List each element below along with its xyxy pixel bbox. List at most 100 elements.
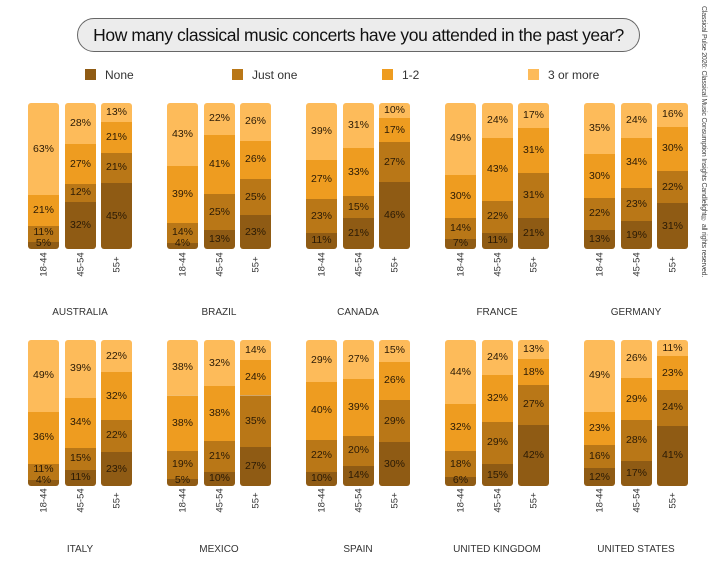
data-label: 18% (449, 457, 471, 470)
bar-segment-1-2 (621, 137, 652, 188)
bar-segment-just-one (306, 198, 337, 233)
legend-swatch (528, 69, 539, 80)
data-label: 11% (487, 234, 508, 247)
data-label: 49% (588, 369, 610, 382)
bar-segment-1-2 (584, 153, 615, 198)
age-tick-label: 45-54 (75, 488, 86, 513)
age-tick-label: 55+ (667, 256, 678, 273)
age-tick-label: 18-44 (455, 488, 466, 513)
bar-segment-3-or-more (240, 103, 271, 141)
data-label: 31% (522, 143, 544, 156)
data-label: 63% (32, 142, 54, 155)
stacked-bar: 46% 27% 17% 10% (379, 103, 410, 249)
bar-segment-3-or-more (445, 103, 476, 175)
data-label: 42% (522, 448, 544, 461)
bar-segment-none (379, 441, 410, 486)
data-label: 25% (244, 190, 266, 203)
country-label: SPAIN (343, 544, 373, 555)
data-label: 10% (383, 103, 405, 116)
data-label: 27% (347, 353, 369, 366)
data-label: 39% (310, 124, 332, 137)
data-label: 27% (383, 155, 405, 168)
bar-segment-3-or-more (204, 103, 235, 135)
bar-segment-1-2 (204, 385, 235, 442)
legend-label: Just one (252, 68, 298, 82)
data-label: 21% (347, 227, 369, 240)
data-label: 43% (171, 127, 193, 140)
data-label: 24% (661, 401, 683, 414)
data-label: 15% (486, 468, 508, 481)
data-label: 21% (105, 161, 127, 174)
age-tick-label: 18-44 (316, 252, 327, 277)
data-label: 24% (486, 351, 508, 364)
bar-segment-3-or-more (657, 103, 688, 127)
data-label: 20% (347, 444, 369, 457)
bar-segment-3-or-more (445, 340, 476, 405)
legend-label: 1-2 (402, 68, 420, 82)
data-label: 15% (69, 452, 91, 465)
data-label: 11% (311, 234, 332, 247)
data-label: 33% (347, 165, 369, 178)
data-label: 11% (33, 225, 54, 238)
age-tick-label: 18-44 (177, 252, 188, 277)
bar-segment-3-or-more (343, 103, 374, 149)
data-label: 19% (171, 458, 193, 471)
data-label: 26% (383, 374, 405, 387)
bar-segment-just-one (101, 151, 132, 184)
data-label: 36% (32, 431, 54, 444)
bar-segment-just-one (379, 141, 410, 182)
stacked-bar: 10% 22% 40% 29% (306, 340, 337, 486)
stacked-bar: 6% 18% 32% 44% (445, 340, 476, 486)
stacked-bar: 11% 23% 27% 39% (306, 103, 337, 249)
stacked-bar: 10% 21% 38% 32% (204, 340, 235, 486)
age-tick-label: 18-44 (38, 252, 49, 277)
bar-segment-1-2 (379, 116, 410, 143)
data-label: 22% (486, 210, 508, 223)
age-tick-label: 45-54 (492, 252, 503, 277)
data-label: 23% (244, 225, 266, 238)
legend-item-3-or-more: 3 or more (528, 68, 599, 82)
data-label: 39% (347, 401, 369, 414)
age-tick-label: 45-54 (353, 488, 364, 513)
bar-segment-3-or-more (101, 103, 132, 122)
data-label: 4% (174, 237, 191, 249)
bar-segment-3-or-more (204, 340, 235, 387)
bar-segment-1-2 (482, 137, 513, 201)
data-label: 38% (208, 407, 230, 420)
data-label: 13% (588, 233, 610, 246)
data-label: 31% (661, 219, 683, 232)
bar-segment-3-or-more (518, 103, 549, 128)
stacked-bar: 13% 25% 41% 22% (204, 103, 235, 249)
data-label: 15% (383, 344, 405, 357)
data-label: 11% (662, 341, 683, 354)
bar-segment-just-one (240, 177, 271, 216)
data-label: 21% (105, 130, 127, 143)
bar-segment-1-2 (28, 410, 59, 465)
age-tick-label: 18-44 (316, 488, 327, 513)
stacked-bar: 11% 15% 34% 39% (65, 340, 96, 486)
data-label: 27% (310, 173, 332, 186)
data-label: 16% (661, 108, 683, 121)
bar-segment-1-2 (482, 374, 513, 422)
bar-segment-3-or-more (306, 340, 337, 382)
age-tick-label: 18-44 (455, 252, 466, 277)
data-label: 30% (383, 457, 405, 470)
bar-segment-3-or-more (306, 103, 337, 160)
data-label: 19% (625, 228, 647, 241)
stacked-bar: 7% 14% 30% 49% (445, 103, 476, 249)
bar-segment-3-or-more (657, 340, 688, 357)
bar-segment-1-2 (65, 396, 96, 448)
data-label: 27% (69, 157, 91, 170)
data-label: 24% (244, 371, 266, 384)
data-label: 5% (174, 474, 191, 486)
data-label: 6% (452, 474, 469, 486)
bar-segment-3-or-more (482, 103, 513, 139)
age-tick-label: 45-54 (631, 488, 642, 513)
data-label: 46% (383, 208, 405, 221)
stacked-bar: 17% 28% 29% 26% (621, 340, 652, 486)
country-label: GERMANY (610, 307, 662, 318)
country-label: FRANCE (476, 307, 518, 318)
data-label: 17% (625, 467, 647, 480)
data-label: 26% (625, 352, 647, 365)
data-label: 32% (69, 218, 91, 231)
